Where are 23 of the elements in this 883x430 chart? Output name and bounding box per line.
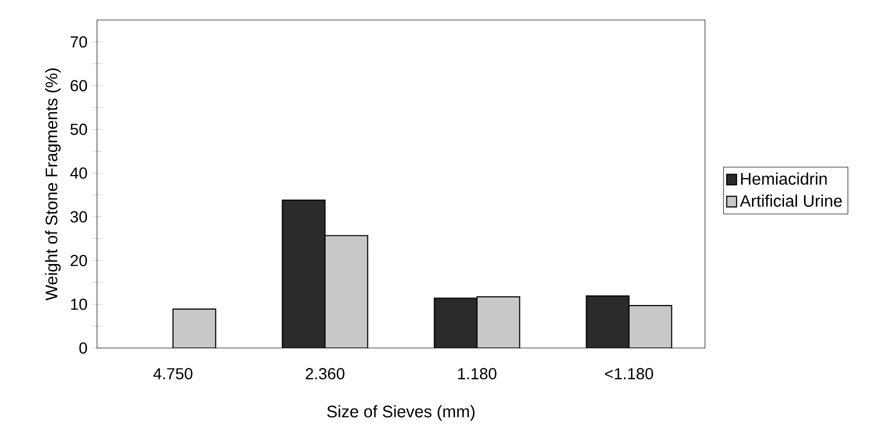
y-axis-title: Weight of Stone Fragments (%) bbox=[45, 68, 61, 300]
y-tick-label: 10 bbox=[71, 298, 88, 310]
bar bbox=[324, 235, 368, 348]
x-tick-label: 1.180 bbox=[458, 368, 496, 380]
y-tick-label: 70 bbox=[70, 36, 88, 48]
y-tick-label: 20 bbox=[70, 254, 88, 266]
bar bbox=[282, 200, 326, 348]
legend-label: Artificial Urine bbox=[740, 194, 842, 207]
bar bbox=[172, 308, 216, 348]
bar bbox=[628, 305, 672, 348]
y-tick-label: 0 bbox=[79, 342, 88, 354]
bar bbox=[434, 298, 478, 348]
legend-label: Hemiacidrin bbox=[741, 172, 827, 185]
x-axis-title: Size of Sieves (mm) bbox=[327, 405, 474, 421]
bar bbox=[476, 296, 520, 348]
y-tick-label: 50 bbox=[70, 124, 88, 135]
bar bbox=[586, 295, 630, 348]
y-tick-label: 60 bbox=[70, 80, 88, 92]
x-tick-label: <1.180 bbox=[605, 368, 654, 380]
y-tick-label: 40 bbox=[70, 167, 88, 179]
y-tick-label: 30 bbox=[70, 211, 88, 222]
x-tick-label: 4.750 bbox=[153, 368, 192, 380]
x-tick-label: 2.360 bbox=[306, 368, 344, 380]
